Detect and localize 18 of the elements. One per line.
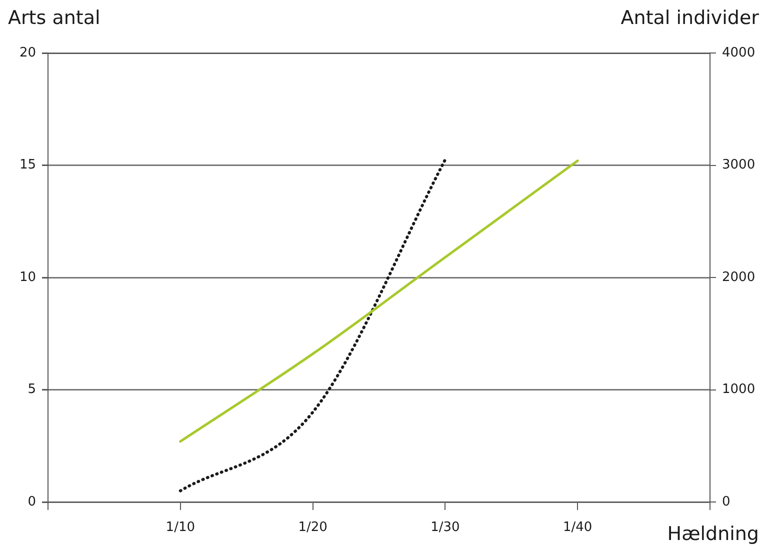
y-tick-label: 15	[19, 158, 36, 173]
y2-tick-label: 4000	[722, 45, 756, 60]
y2-tick-label: 3000	[722, 158, 756, 173]
y2-tick-label: 0	[722, 494, 730, 510]
line-series	[179, 160, 579, 443]
y2-tick-label: 1000	[722, 382, 756, 398]
x-axis-title: Hældning	[667, 523, 759, 545]
y2-tick-label: 2000	[722, 270, 756, 285]
y-axis-title: Arts antal	[8, 7, 100, 29]
y-tick-label: 20	[19, 45, 36, 60]
y-tick-label: 5	[28, 382, 36, 398]
y-tick-label: 10	[19, 270, 36, 285]
y2-axis-title: Antal individer	[620, 7, 760, 29]
x-tick-label: 1/40	[563, 520, 592, 536]
x-tick-label: 1/10	[166, 520, 195, 536]
x-tick-label: 1/20	[298, 520, 328, 536]
y-tick-label: 0	[28, 494, 36, 510]
x-tick-label: 1/30	[430, 520, 460, 536]
